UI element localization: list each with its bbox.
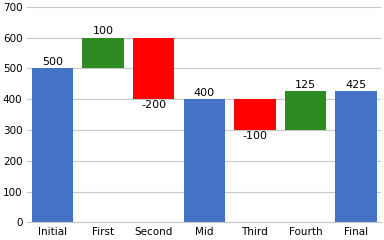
Text: -100: -100 — [242, 131, 267, 141]
Text: 100: 100 — [93, 26, 114, 36]
Text: 425: 425 — [345, 80, 367, 90]
Bar — [32, 68, 73, 222]
Bar — [83, 38, 124, 68]
Bar — [184, 99, 225, 222]
Bar — [234, 99, 276, 130]
Text: 500: 500 — [42, 57, 63, 67]
Bar — [285, 91, 326, 130]
Text: 400: 400 — [194, 88, 215, 98]
Text: -200: -200 — [141, 100, 166, 110]
Text: 125: 125 — [295, 80, 316, 90]
Bar — [133, 38, 174, 99]
Bar — [335, 91, 377, 222]
